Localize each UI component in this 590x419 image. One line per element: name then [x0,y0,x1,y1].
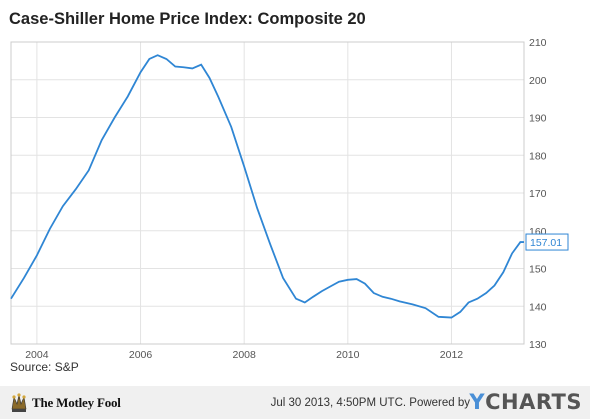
x-tick-label: 2012 [440,349,464,360]
ycharts-y: Y [469,390,486,414]
y-tick-label: 200 [529,75,547,87]
source-note: Source: S&P [10,360,79,374]
y-tick-label: 150 [529,264,547,276]
last-value-label: 157.01 [525,233,569,251]
series-line [10,54,525,319]
y-tick-label: 130 [529,339,547,351]
line-chart: 2004 2006 2008 2010 2012 1301401501601701801… [10,37,569,360]
motley-fool-logo[interactable]: The Motley Fool [10,392,121,414]
y-tick-label: 170 [529,188,547,200]
y-tick-label: 210 [529,37,547,49]
x-axis-ticks: 2004 2006 2008 2010 2012 [25,349,463,360]
last-value-box [525,233,569,251]
x-tick-label: 2010 [336,349,360,360]
y-tick-label: 190 [529,113,547,125]
y-tick-label: 180 [529,150,547,162]
ycharts-rest: CHARTS [485,390,582,414]
chart-title: Case-Shiller Home Price Index: Composite… [9,10,366,28]
footer-bar: The Motley Fool Jul 30 2013, 4:50PM UTC.… [0,386,590,419]
jester-hat-icon [10,393,28,413]
ycharts-logo[interactable]: Y CHARTS [469,390,582,414]
x-tick-label: 2006 [129,349,153,360]
plot-area-border [10,41,525,345]
x-tick-label: 2008 [233,349,257,360]
y-tick-label: 140 [529,301,547,313]
last-value-text: 157.01 [530,237,562,249]
x-tick-label: 2004 [25,349,49,360]
grid-lines [11,42,524,344]
timestamp-text: Jul 30 2013, 4:50PM UTC. Powered by [270,397,470,409]
brand-name: The Motley Fool [32,395,121,410]
